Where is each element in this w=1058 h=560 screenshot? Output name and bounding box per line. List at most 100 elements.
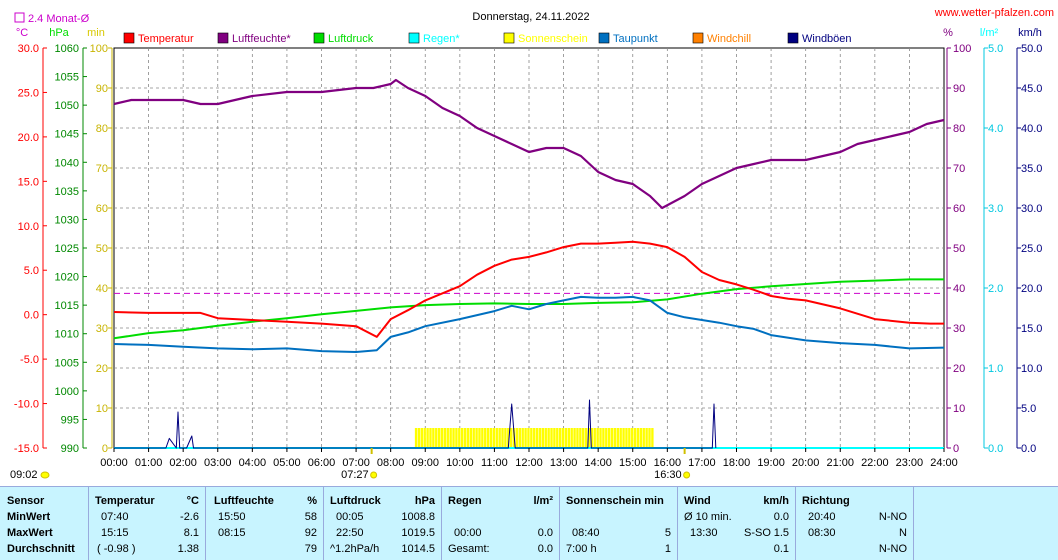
x-tick-label: 05:00 <box>273 457 301 469</box>
sunshine-bar <box>495 428 498 448</box>
x-tick-label: 18:00 <box>723 457 751 469</box>
sunshine-bar <box>489 428 493 448</box>
legend-label: Windböen <box>802 33 852 45</box>
x-tick-label: 11:00 <box>481 457 508 469</box>
temp-axis-tick-label: 30.0 <box>18 43 39 55</box>
legend-swatch <box>787 32 799 44</box>
x-tick-label: 13:00 <box>550 457 578 469</box>
wind-axis-tick-label: 15.0 <box>1021 323 1042 335</box>
sunshine-bar <box>484 428 487 448</box>
x-tick-label: 19:00 <box>757 457 785 469</box>
sunshine-bar <box>553 428 556 448</box>
sunshine-bar <box>463 428 467 448</box>
sunshine-bar <box>613 428 617 448</box>
wind-max-dir: S-SO <box>744 527 771 539</box>
wind-axis-tick-label: 40.0 <box>1021 123 1042 135</box>
humidity-axis-tick-label: 10 <box>953 403 965 415</box>
sun-duration: 7:00 h <box>566 543 597 555</box>
wind-max-time: 13:30 <box>690 527 718 539</box>
humidity-axis-tick-label: 90 <box>953 83 965 95</box>
wind-axis-tick-label: 25.0 <box>1021 243 1042 255</box>
sunshine-bar <box>417 428 421 448</box>
hdr-wind: Wind <box>684 495 711 507</box>
humidity-axis-tick-label: 70 <box>953 163 965 175</box>
axis-unit: l/m² <box>980 27 999 39</box>
legend-label: Regen* <box>423 33 460 45</box>
x-tick-label: 15:00 <box>619 457 647 469</box>
hum-min-val: 58 <box>304 511 317 523</box>
sunshine-bar <box>616 428 619 448</box>
dir-min-val: N-NO <box>878 511 907 523</box>
sunshine-bar <box>458 428 461 448</box>
x-tick-label: 00:00 <box>100 457 128 469</box>
hdr-rain-unit: l/m² <box>533 495 553 507</box>
legend: Temperatur Luftfeuchte* Luftdruck Regen* Son… <box>123 32 852 45</box>
press-trend: ^1.2hPa/h <box>330 543 380 555</box>
hum-min-time: 15:50 <box>218 511 246 523</box>
temp-avg-val: 1.38 <box>177 543 199 555</box>
sunshine-bar <box>544 428 547 448</box>
hdr-temp-unit: °C <box>186 495 199 507</box>
dir-max-time: 08:30 <box>808 527 836 539</box>
press-max-val: 1019.5 <box>401 527 435 539</box>
row-avg-label: Durchschnitt <box>7 543 75 555</box>
temp-axis-tick-label: 10.0 <box>18 221 39 233</box>
wind-max-val: 1.5 <box>773 527 789 539</box>
sunshine-bar <box>492 428 496 448</box>
sunshine-bar <box>414 428 418 448</box>
rain-max-time: 00:00 <box>454 527 482 539</box>
legend-label: Taupunkt <box>613 33 658 45</box>
monthly-avg-label: 2.4 Monat-Ø <box>28 13 90 25</box>
wind-axis-tick-label: 30.0 <box>1021 203 1042 215</box>
temp-axis-tick-label: 20.0 <box>18 132 39 144</box>
series-luftfeuchte <box>113 78 945 210</box>
sunshine-bar <box>475 428 478 448</box>
dir-max-val: N <box>899 527 907 539</box>
legend-label: Temperatur <box>138 33 194 45</box>
sun-axis-tick-label: 0 <box>102 443 108 455</box>
pressure-axis-tick-label: 1010 <box>55 329 79 341</box>
pressure-axis-tick-label: 1000 <box>55 386 79 398</box>
hum-max-time: 08:15 <box>218 527 246 539</box>
sunshine-bar <box>573 428 576 448</box>
sunshine-bar <box>440 428 444 448</box>
col-rain: Regen l/m² 00:00 0.0 Gesamt: 0.0 <box>442 487 560 560</box>
hdr-sensor: Sensor <box>7 495 45 507</box>
temp-avg-time: ( -0.98 ) <box>97 543 136 555</box>
pressure-axis-tick-label: 1035 <box>55 186 79 198</box>
x-tick-label: 23:00 <box>896 457 924 469</box>
sun-icon <box>370 471 378 479</box>
x-tick-label: 03:00 <box>204 457 232 469</box>
y-axes: 30.0 25.0 20.0 15.0 10.0 5.0 0.0 -5.0 -10.0 -15.0… <box>14 43 1043 455</box>
sun-icon <box>40 471 50 479</box>
sun-axis-tick-label: 90 <box>96 83 108 95</box>
site-link[interactable]: www.wetter-pfalzen.com <box>934 7 1054 19</box>
sunshine-bar <box>625 428 628 448</box>
axis-unit: km/h <box>1018 27 1042 39</box>
legend-swatch <box>217 32 229 44</box>
sunshine-bar <box>651 428 654 448</box>
sunshine-bar <box>423 428 426 448</box>
sunshine-bar <box>437 428 441 448</box>
sunshine-bar <box>564 428 568 448</box>
sunshine-bar <box>579 428 582 448</box>
sun-max-time: 08:40 <box>572 527 600 539</box>
col-sunshine: Sonnenschein min 08:40 5 7:00 h 1 <box>560 487 678 560</box>
sun-axis-tick-label: 40 <box>96 283 108 295</box>
sunshine-bar <box>556 428 559 448</box>
axis-unit: min <box>87 27 105 39</box>
wind-axis-tick-label: 45.0 <box>1021 83 1042 95</box>
x-tick-label: 21:00 <box>826 457 854 469</box>
x-tick-label: 01:00 <box>135 457 163 469</box>
pressure-axis-tick-label: 1060 <box>55 43 79 55</box>
rain-axis-tick-label: 2.0 <box>988 283 1003 295</box>
sunshine-bar <box>443 428 447 448</box>
sun-axis-tick-label: 80 <box>96 123 108 135</box>
sunshine-bar <box>538 428 542 448</box>
rain-axis-tick-label: 0.0 <box>988 443 1003 455</box>
legend-swatch <box>503 32 515 44</box>
sunshine-bar <box>521 428 524 448</box>
hdr-hum: Luftfeuchte <box>214 495 274 507</box>
press-max-time: 22:50 <box>336 527 364 539</box>
hdr-temp: Temperatur <box>95 495 155 507</box>
